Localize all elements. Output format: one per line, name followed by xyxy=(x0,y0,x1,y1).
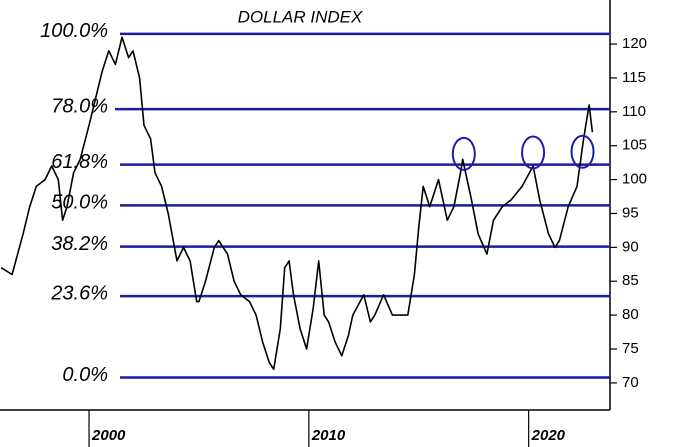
x-tick-label: 2010 xyxy=(311,427,346,444)
y-tick-label: 115 xyxy=(622,69,646,86)
x-tick-label: 2020 xyxy=(531,427,566,444)
fib-level-label: 61.8% xyxy=(51,151,108,173)
y-tick-label: 100 xyxy=(622,171,647,188)
fib-level-label: 38.2% xyxy=(51,233,108,255)
x-tick-label: 2000 xyxy=(91,427,126,444)
y-tick-label: 105 xyxy=(622,137,647,154)
y-tick-label: 110 xyxy=(622,103,646,120)
highlight-circle xyxy=(521,135,546,170)
y-tick-label: 70 xyxy=(622,374,639,391)
fib-level-label: 23.6% xyxy=(50,282,108,304)
chart-title: DOLLAR INDEX xyxy=(238,7,363,26)
y-tick-label: 85 xyxy=(622,272,639,289)
highlight-circle xyxy=(570,134,595,169)
fib-level-label: 100.0% xyxy=(40,20,108,42)
y-tick-label: 120 xyxy=(622,35,647,52)
price-line xyxy=(0,36,594,371)
fib-level-label: 78.0% xyxy=(51,95,108,117)
highlight-circle xyxy=(451,136,476,171)
fib-level-label: 50.0% xyxy=(51,192,108,214)
fib-level-label: 0.0% xyxy=(62,364,108,386)
y-tick-label: 95 xyxy=(622,204,639,221)
y-tick-label: 90 xyxy=(622,238,639,255)
y-tick-label: 80 xyxy=(622,306,639,323)
y-tick-label: 75 xyxy=(622,340,639,357)
